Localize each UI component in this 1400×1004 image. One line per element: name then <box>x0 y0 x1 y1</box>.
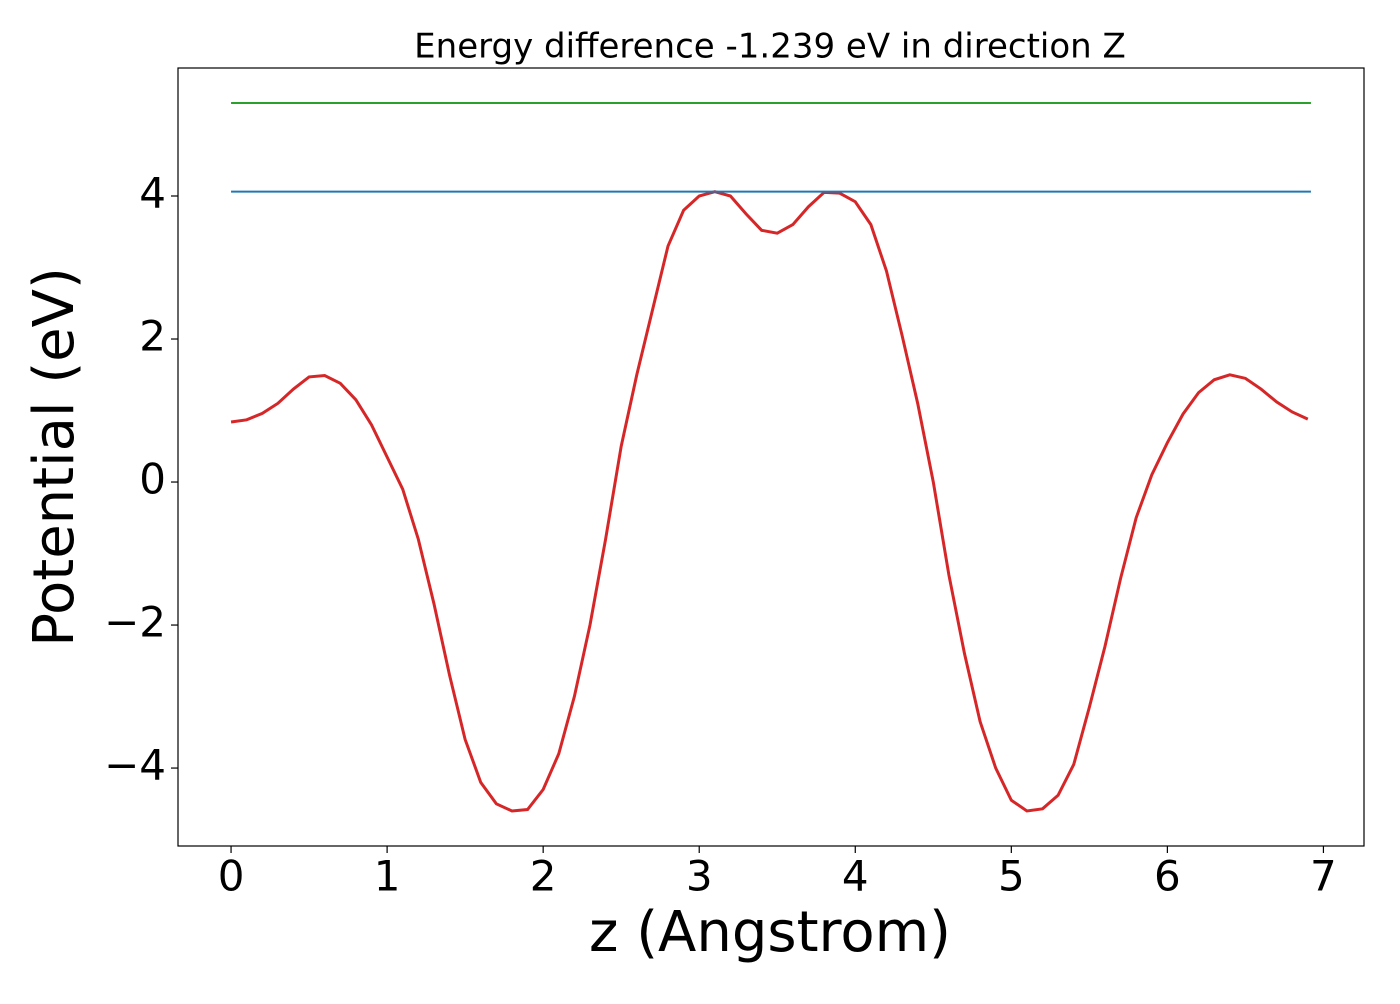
plot-frame <box>177 67 1365 847</box>
x-tick-label: 7 <box>1310 852 1337 901</box>
x-tick-label: 3 <box>686 852 713 901</box>
y-tick-label: −2 <box>104 598 166 647</box>
x-tick-label: 2 <box>530 852 557 901</box>
x-tick-label: 1 <box>374 852 401 901</box>
y-tick-label: −4 <box>104 741 166 790</box>
y-tick-label: 2 <box>139 312 166 361</box>
x-tick-label: 0 <box>218 852 245 901</box>
x-tick-label: 6 <box>1154 852 1181 901</box>
x-axis-label: z (Angstrom) <box>589 900 951 965</box>
chart-title: Energy difference -1.239 eV in direction… <box>414 27 1126 67</box>
series-line <box>230 190 1309 813</box>
x-tick-label: 4 <box>842 852 869 901</box>
y-axis-label: Potential (eV) <box>22 267 87 647</box>
y-tick-label: 0 <box>139 455 166 504</box>
y-tick-label: 4 <box>139 168 166 217</box>
x-tick-label: 5 <box>998 852 1025 901</box>
